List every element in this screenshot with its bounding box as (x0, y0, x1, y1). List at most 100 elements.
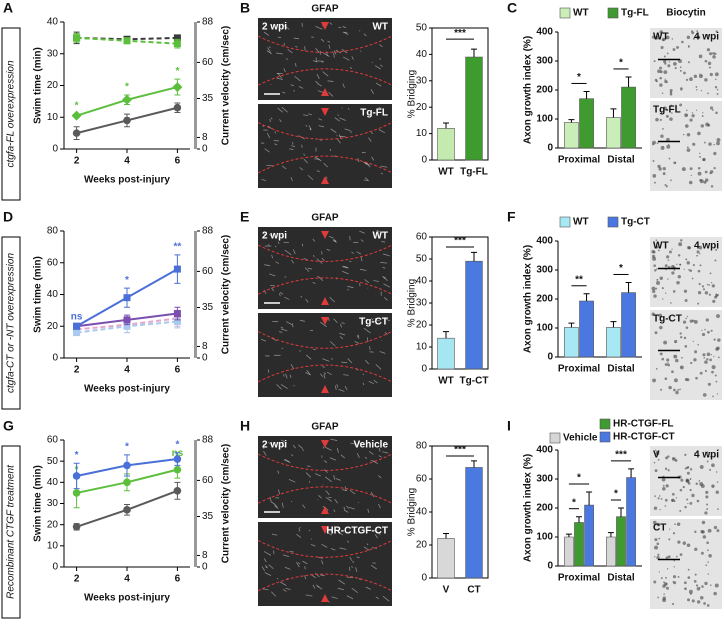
texture (366, 543, 369, 546)
texture (365, 162, 371, 168)
texture (664, 505, 667, 507)
texture (304, 267, 310, 272)
texture (370, 89, 374, 95)
texture (271, 287, 275, 292)
texture (333, 318, 338, 323)
texture (716, 529, 720, 533)
texture (687, 61, 690, 64)
image-title: GFAP (311, 422, 339, 433)
texture (673, 161, 677, 165)
texture (696, 499, 700, 503)
texture (715, 293, 718, 295)
texture (290, 145, 296, 148)
texture (365, 359, 370, 365)
legend-swatch (559, 216, 571, 228)
texture (702, 112, 704, 114)
texture (281, 328, 288, 332)
texture (326, 248, 331, 251)
side-label: ctgfa-FL overexpression (6, 60, 17, 168)
texture (344, 128, 351, 131)
lesion-outline (257, 277, 393, 295)
texture (373, 380, 378, 384)
y-axis-label: % Bridging (407, 488, 418, 536)
texture (277, 470, 280, 474)
texture (652, 520, 657, 525)
texture (335, 49, 342, 54)
texture (274, 143, 278, 146)
texture (263, 551, 272, 556)
error-bar (568, 322, 575, 328)
texture (657, 497, 660, 500)
texture (329, 457, 337, 461)
texture (665, 576, 667, 579)
texture (329, 148, 332, 152)
texture (333, 50, 337, 55)
texture (652, 173, 657, 178)
texture (337, 587, 345, 591)
texture (666, 568, 669, 570)
texture (330, 438, 338, 441)
error-bar (471, 48, 477, 58)
significance-label: * (577, 473, 581, 484)
texture (303, 153, 305, 157)
bar (564, 536, 574, 567)
y-tick-label: 40 (416, 507, 428, 518)
texture (703, 180, 707, 184)
texture (267, 244, 270, 246)
texture (288, 479, 296, 483)
texture (317, 275, 324, 281)
texture (661, 357, 665, 361)
x-tick-label: WT (438, 376, 454, 387)
texture (688, 268, 690, 271)
texture (280, 439, 287, 444)
texture (717, 338, 721, 342)
texture (653, 461, 656, 464)
lesion-outline (257, 486, 393, 504)
texture (676, 280, 680, 285)
texture (668, 316, 670, 318)
texture (712, 486, 714, 488)
bar (584, 504, 594, 567)
texture (360, 50, 362, 52)
texture (324, 476, 332, 483)
texture (294, 63, 297, 67)
image-label: 4 wpi (694, 450, 719, 461)
texture (680, 87, 683, 91)
texture (716, 137, 721, 142)
texture (713, 525, 718, 530)
texture (715, 471, 718, 473)
y-tick-label: 40 (416, 276, 428, 287)
texture (281, 165, 287, 170)
texture (694, 350, 698, 354)
texture (709, 72, 713, 77)
texture (687, 481, 691, 485)
texture (704, 59, 708, 63)
texture (349, 506, 355, 510)
texture (688, 589, 693, 594)
legend-label: WT (573, 217, 589, 228)
texture (312, 281, 316, 284)
texture (315, 57, 317, 62)
marker (123, 322, 131, 330)
texture (295, 46, 298, 48)
texture (653, 60, 656, 63)
texture (305, 125, 308, 127)
texture (705, 564, 708, 567)
texture (685, 258, 688, 261)
texture (665, 185, 668, 188)
texture (298, 527, 301, 532)
y2-tick-label: 60 (202, 475, 214, 486)
texture (266, 50, 272, 55)
lesion-outline (257, 244, 393, 262)
texture (334, 117, 340, 122)
texture (292, 444, 296, 449)
texture (665, 35, 670, 40)
texture (699, 152, 701, 155)
legend-swatch (559, 7, 571, 19)
texture (653, 294, 657, 298)
texture (294, 75, 301, 82)
texture (290, 84, 295, 87)
texture (714, 86, 718, 89)
texture (689, 488, 692, 492)
texture (678, 242, 683, 247)
